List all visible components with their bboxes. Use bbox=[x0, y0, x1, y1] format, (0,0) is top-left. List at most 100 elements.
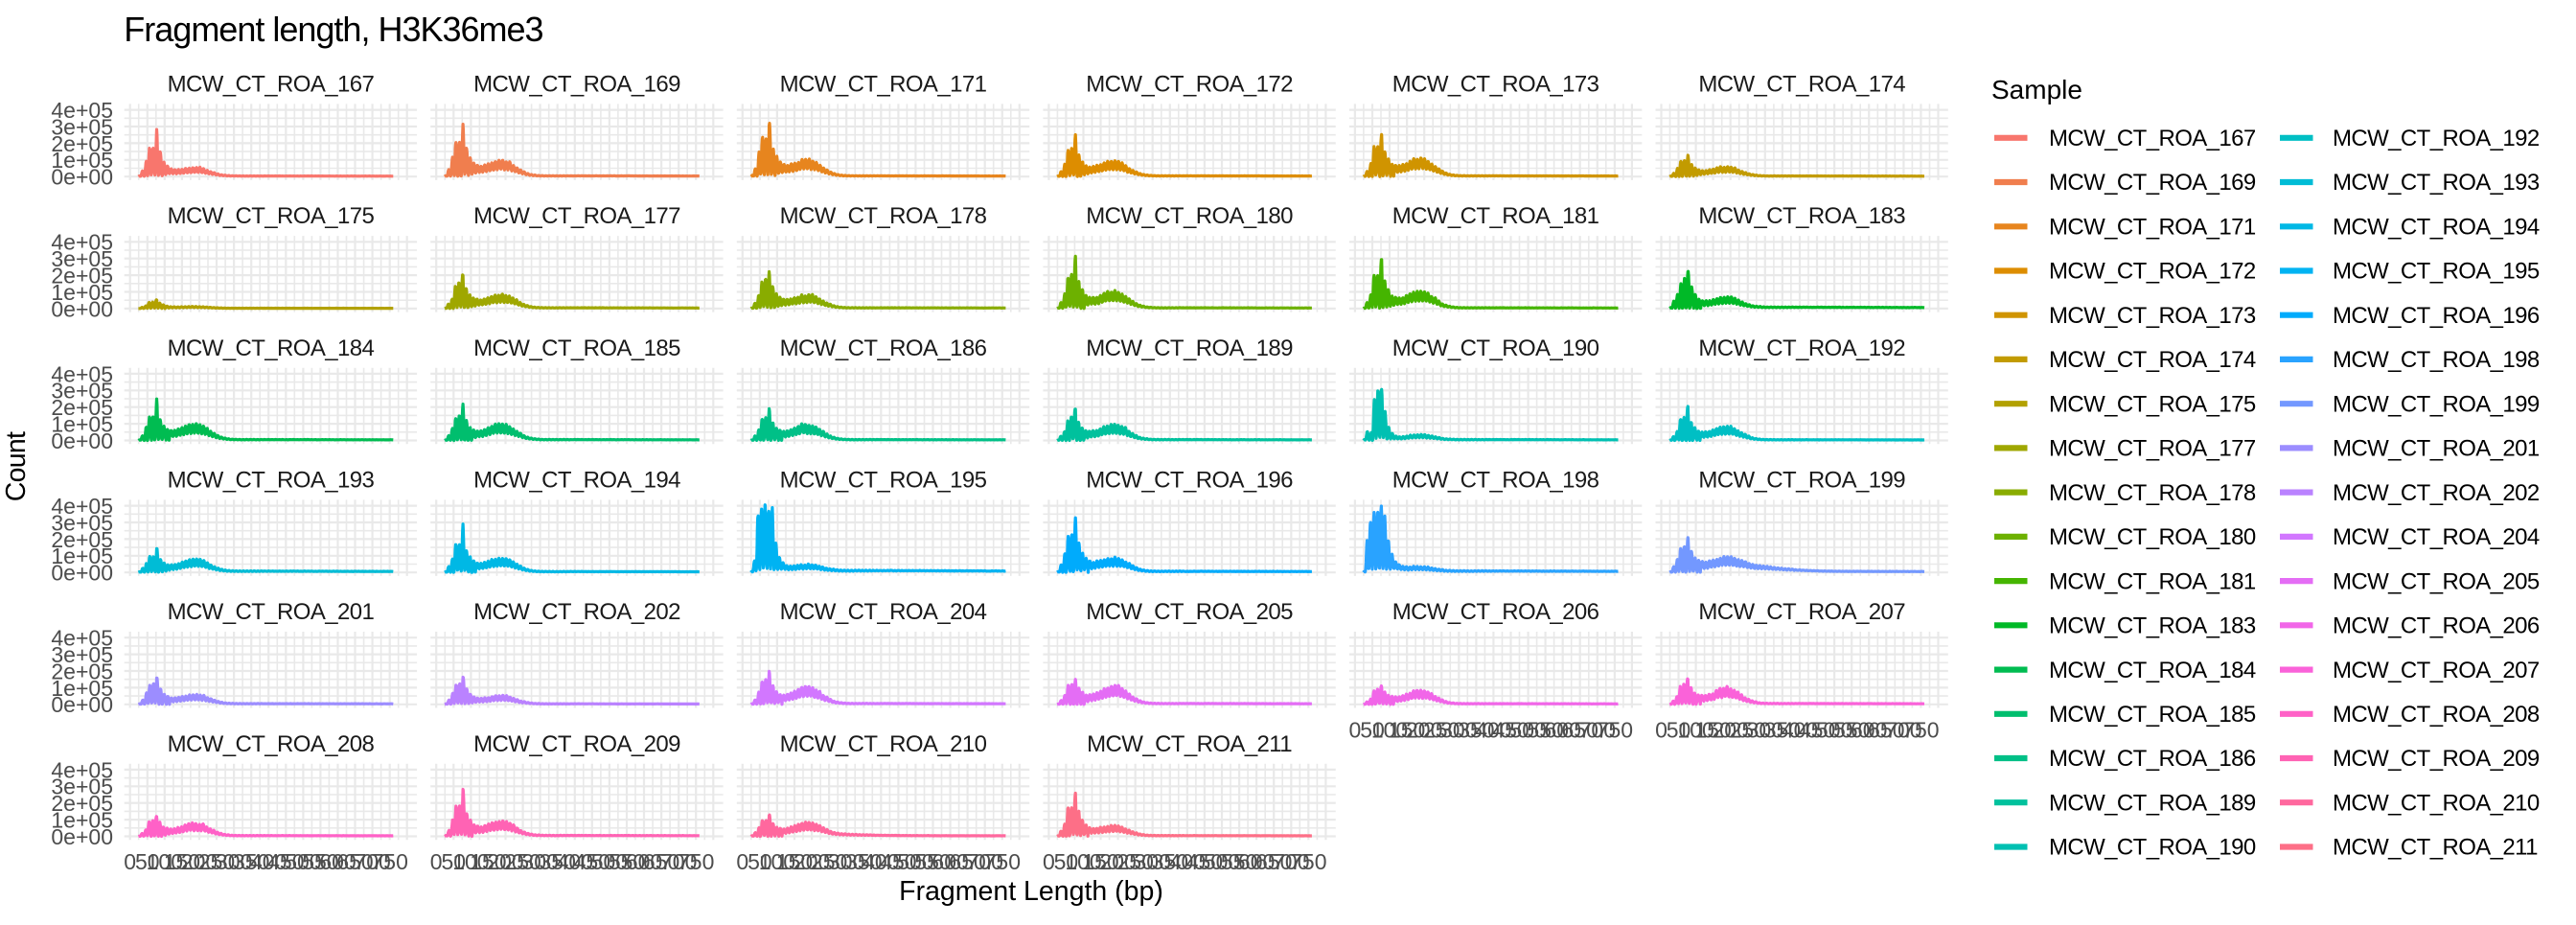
svg-text:1e+05: 1e+05 bbox=[51, 280, 113, 305]
svg-text:MCW_CT_ROA_205: MCW_CT_ROA_205 bbox=[1086, 599, 1293, 625]
svg-text:750: 750 bbox=[372, 849, 408, 874]
svg-text:MCW_CT_ROA_199: MCW_CT_ROA_199 bbox=[2333, 391, 2540, 417]
svg-text:450: 450 bbox=[574, 849, 610, 874]
svg-text:3e+05: 3e+05 bbox=[51, 510, 113, 535]
svg-text:550: 550 bbox=[609, 849, 645, 874]
svg-text:MCW_CT_ROA_196: MCW_CT_ROA_196 bbox=[1086, 468, 1293, 494]
svg-text:MCW_CT_ROA_169: MCW_CT_ROA_169 bbox=[2049, 170, 2256, 196]
svg-text:MCW_CT_ROA_209: MCW_CT_ROA_209 bbox=[473, 731, 680, 757]
svg-text:650: 650 bbox=[643, 849, 679, 874]
svg-text:MCW_CT_ROA_178: MCW_CT_ROA_178 bbox=[780, 203, 987, 229]
svg-text:MCW_CT_ROA_193: MCW_CT_ROA_193 bbox=[2333, 170, 2540, 196]
svg-text:500: 500 bbox=[1204, 849, 1240, 874]
svg-text:50: 50 bbox=[1360, 718, 1385, 743]
svg-text:MCW_CT_ROA_174: MCW_CT_ROA_174 bbox=[1698, 72, 1905, 98]
svg-text:MCW_CT_ROA_204: MCW_CT_ROA_204 bbox=[780, 599, 987, 625]
svg-text:MCW_CT_ROA_174: MCW_CT_ROA_174 bbox=[2049, 347, 2256, 373]
svg-text:450: 450 bbox=[1186, 849, 1223, 874]
svg-text:700: 700 bbox=[354, 849, 390, 874]
svg-text:300: 300 bbox=[1747, 718, 1783, 743]
svg-text:MCW_CT_ROA_190: MCW_CT_ROA_190 bbox=[1392, 335, 1599, 361]
svg-text:MCW_CT_ROA_208: MCW_CT_ROA_208 bbox=[2333, 702, 2540, 728]
svg-text:600: 600 bbox=[1545, 718, 1581, 743]
svg-text:100: 100 bbox=[759, 849, 795, 874]
svg-text:MCW_CT_ROA_199: MCW_CT_ROA_199 bbox=[1698, 468, 1905, 494]
svg-text:400: 400 bbox=[1475, 718, 1511, 743]
svg-text:4e+05: 4e+05 bbox=[51, 98, 113, 123]
svg-text:750: 750 bbox=[1290, 849, 1326, 874]
svg-text:1e+05: 1e+05 bbox=[51, 412, 113, 437]
svg-text:600: 600 bbox=[319, 849, 356, 874]
svg-text:MCW_CT_ROA_194: MCW_CT_ROA_194 bbox=[2333, 215, 2540, 241]
svg-text:MCW_CT_ROA_185: MCW_CT_ROA_185 bbox=[473, 335, 680, 361]
svg-text:MCW_CT_ROA_167: MCW_CT_ROA_167 bbox=[2049, 126, 2256, 151]
svg-text:500: 500 bbox=[1816, 718, 1852, 743]
svg-text:700: 700 bbox=[1273, 849, 1309, 874]
svg-text:MCW_CT_ROA_196: MCW_CT_ROA_196 bbox=[2333, 303, 2540, 329]
svg-text:MCW_CT_ROA_169: MCW_CT_ROA_169 bbox=[473, 72, 680, 98]
svg-text:300: 300 bbox=[216, 849, 252, 874]
svg-text:700: 700 bbox=[1579, 718, 1616, 743]
svg-text:MCW_CT_ROA_210: MCW_CT_ROA_210 bbox=[2333, 791, 2540, 817]
svg-text:MCW_CT_ROA_167: MCW_CT_ROA_167 bbox=[168, 72, 375, 98]
svg-text:600: 600 bbox=[1851, 718, 1887, 743]
svg-text:MCW_CT_ROA_207: MCW_CT_ROA_207 bbox=[1698, 599, 1905, 625]
svg-text:MCW_CT_ROA_184: MCW_CT_ROA_184 bbox=[2049, 658, 2256, 683]
svg-text:2e+05: 2e+05 bbox=[51, 131, 113, 156]
svg-text:50: 50 bbox=[135, 849, 160, 874]
svg-text:700: 700 bbox=[660, 849, 697, 874]
svg-text:MCW_CT_ROA_172: MCW_CT_ROA_172 bbox=[1086, 72, 1293, 98]
svg-text:3e+05: 3e+05 bbox=[51, 642, 113, 667]
svg-text:250: 250 bbox=[811, 849, 847, 874]
svg-text:150: 150 bbox=[1694, 718, 1731, 743]
svg-text:MCW_CT_ROA_195: MCW_CT_ROA_195 bbox=[2333, 259, 2540, 285]
svg-text:650: 650 bbox=[949, 849, 985, 874]
svg-text:700: 700 bbox=[1885, 718, 1921, 743]
svg-text:MCW_CT_ROA_185: MCW_CT_ROA_185 bbox=[2049, 702, 2256, 728]
svg-text:0e+00: 0e+00 bbox=[51, 692, 113, 717]
svg-text:150: 150 bbox=[470, 849, 506, 874]
svg-text:350: 350 bbox=[1152, 849, 1188, 874]
svg-text:MCW_CT_ROA_175: MCW_CT_ROA_175 bbox=[2049, 391, 2256, 417]
svg-text:MCW_CT_ROA_211: MCW_CT_ROA_211 bbox=[1087, 731, 1292, 757]
svg-text:350: 350 bbox=[1764, 718, 1801, 743]
svg-text:MCW_CT_ROA_195: MCW_CT_ROA_195 bbox=[780, 468, 987, 494]
svg-text:600: 600 bbox=[932, 849, 968, 874]
svg-text:150: 150 bbox=[1389, 718, 1425, 743]
svg-text:300: 300 bbox=[1135, 849, 1171, 874]
svg-text:200: 200 bbox=[794, 849, 830, 874]
svg-text:150: 150 bbox=[1082, 849, 1118, 874]
svg-text:MCW_CT_ROA_192: MCW_CT_ROA_192 bbox=[1698, 335, 1905, 361]
svg-text:100: 100 bbox=[1371, 718, 1408, 743]
svg-text:MCW_CT_ROA_198: MCW_CT_ROA_198 bbox=[2333, 347, 2540, 373]
svg-text:350: 350 bbox=[845, 849, 882, 874]
svg-text:MCW_CT_ROA_172: MCW_CT_ROA_172 bbox=[2049, 259, 2256, 285]
svg-text:0: 0 bbox=[1043, 849, 1055, 874]
svg-text:3e+05: 3e+05 bbox=[51, 114, 113, 139]
svg-text:MCW_CT_ROA_209: MCW_CT_ROA_209 bbox=[2333, 746, 2540, 772]
svg-text:650: 650 bbox=[1255, 849, 1292, 874]
svg-text:400: 400 bbox=[250, 849, 287, 874]
svg-text:MCW_CT_ROA_208: MCW_CT_ROA_208 bbox=[168, 731, 375, 757]
svg-text:MCW_CT_ROA_189: MCW_CT_ROA_189 bbox=[1086, 335, 1293, 361]
svg-text:100: 100 bbox=[147, 849, 183, 874]
svg-text:300: 300 bbox=[1440, 718, 1477, 743]
svg-text:450: 450 bbox=[267, 849, 304, 874]
svg-text:MCW_CT_ROA_173: MCW_CT_ROA_173 bbox=[2049, 303, 2256, 329]
svg-text:200: 200 bbox=[487, 849, 523, 874]
svg-text:0e+00: 0e+00 bbox=[51, 824, 113, 849]
svg-text:MCW_CT_ROA_171: MCW_CT_ROA_171 bbox=[780, 72, 987, 98]
svg-text:MCW_CT_ROA_171: MCW_CT_ROA_171 bbox=[2049, 215, 2256, 241]
svg-text:0e+00: 0e+00 bbox=[51, 561, 113, 586]
svg-text:200: 200 bbox=[181, 849, 218, 874]
svg-text:0: 0 bbox=[1655, 718, 1668, 743]
svg-text:0e+00: 0e+00 bbox=[51, 296, 113, 321]
svg-text:450: 450 bbox=[1492, 718, 1529, 743]
svg-text:3e+05: 3e+05 bbox=[51, 246, 113, 271]
svg-text:600: 600 bbox=[626, 849, 662, 874]
svg-text:250: 250 bbox=[1730, 718, 1766, 743]
svg-text:350: 350 bbox=[540, 849, 576, 874]
svg-text:250: 250 bbox=[198, 849, 235, 874]
svg-text:MCW_CT_ROA_206: MCW_CT_ROA_206 bbox=[1392, 599, 1599, 625]
svg-text:200: 200 bbox=[1713, 718, 1749, 743]
